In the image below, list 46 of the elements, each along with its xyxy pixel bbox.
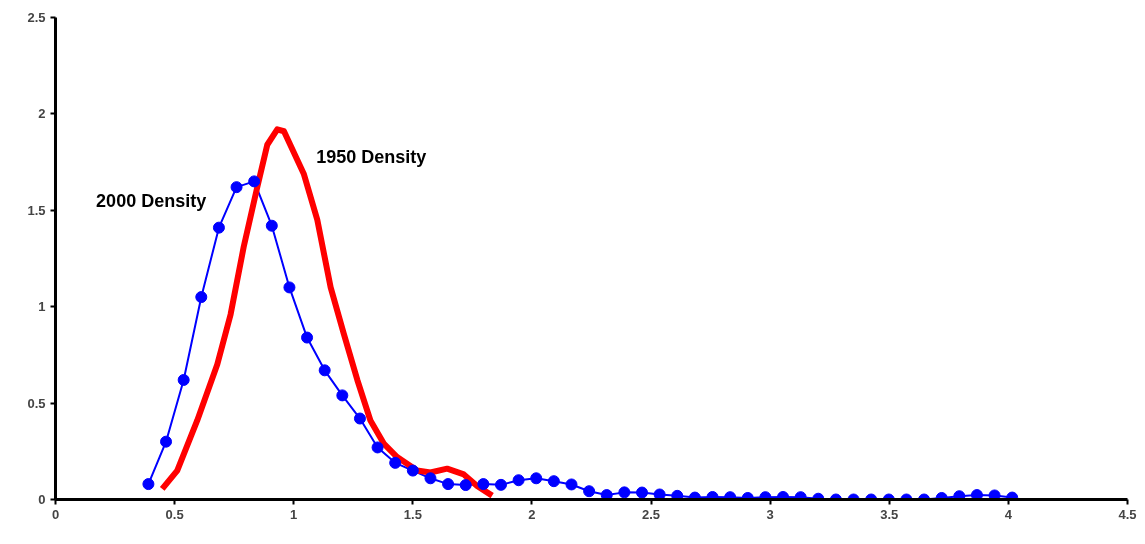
point [283,281,296,294]
x-tick-label: 2 [528,506,536,522]
point [371,441,384,454]
point [230,181,243,194]
point [459,479,472,492]
series-label: 1950 Density [316,147,427,168]
y-tick-label: 2.5 [27,10,46,25]
x-tick-label: 0 [51,506,60,522]
point [424,472,437,485]
x-tick-label: 3.5 [880,506,899,522]
y-tick-label: 2 [38,106,46,122]
point [353,412,366,425]
point [618,486,631,499]
y-tick-label: 0.5 [27,395,46,411]
x-tick-label: 0.5 [165,506,184,522]
point [512,474,525,487]
y-tick-label: 0 [38,492,46,507]
y-tick-label: 1 [38,299,46,315]
x-tick-label: 4.5 [1118,506,1137,522]
series-label: 2000 Density [96,191,207,212]
point [301,331,314,344]
point [265,219,278,232]
x-tick-label: 4 [1004,506,1013,522]
x-tick-label: 3 [766,506,774,522]
point [195,291,208,304]
x-tick-label: 1.5 [403,506,422,522]
point [477,478,490,491]
point [248,175,261,188]
point [177,373,190,386]
point [336,389,349,402]
x-tick-label: 2.5 [642,506,661,522]
point [142,478,155,491]
point [442,478,455,491]
point [406,464,419,477]
point [389,456,402,469]
point [547,475,560,488]
x-tick-label: 1 [290,506,298,522]
point [212,221,225,234]
point [565,478,578,491]
point [318,364,331,377]
point [636,486,648,499]
y-tick-label: 1.5 [27,202,46,218]
point [494,478,507,491]
point [160,435,173,448]
point [530,472,543,485]
point [583,485,596,498]
